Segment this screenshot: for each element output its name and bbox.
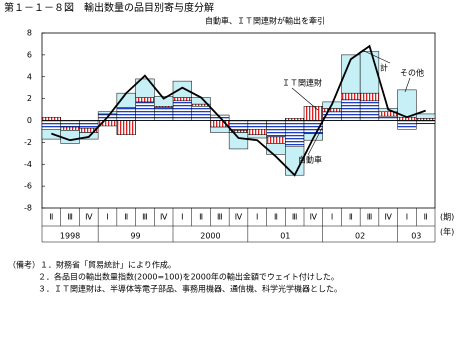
- bar: [60, 120, 80, 128]
- x-axis-label: (期): [440, 213, 454, 222]
- bar: [416, 120, 436, 125]
- bar: [172, 97, 192, 102]
- year-label: 03: [411, 232, 421, 241]
- bar: [322, 108, 342, 112]
- x-tick-label: Ⅲ: [142, 213, 148, 222]
- x-tick-label: Ⅰ: [256, 213, 258, 222]
- x-tick-label: Ⅳ: [235, 213, 243, 222]
- bar: [359, 51, 380, 94]
- year-label: 1998: [60, 232, 80, 241]
- bar: [266, 120, 286, 138]
- x-tick-label: Ⅲ: [367, 213, 373, 222]
- x-tick-label: Ⅲ: [292, 213, 298, 222]
- legend-leader: [307, 127, 323, 156]
- bar: [303, 106, 323, 121]
- year-label: 99: [130, 232, 140, 241]
- bar: [266, 136, 286, 144]
- note: ２．各品目の輸出数量指数(2000=100)を2000年の輸出金額でウェイト付け…: [38, 272, 339, 282]
- y-tick-label: 2: [27, 94, 32, 103]
- year-label: 02: [355, 232, 365, 241]
- bar: [154, 107, 174, 121]
- x-tick-label: Ⅱ: [274, 213, 278, 222]
- bar: [116, 107, 136, 121]
- bar: [210, 126, 230, 133]
- y-tick-label: 0: [27, 116, 32, 125]
- bar: [79, 120, 99, 129]
- x-tick-label: Ⅰ: [181, 213, 183, 222]
- y-tick-label: -8: [24, 204, 32, 213]
- chart-subtitle: 自動車、ＩＴ関連財が輸出を牽引: [205, 16, 325, 26]
- bar: [172, 80, 192, 98]
- x-tick-label: Ⅲ: [67, 213, 73, 222]
- x-tick-label: Ⅰ: [331, 213, 333, 222]
- bar: [378, 115, 398, 121]
- legend-label: 自動車: [298, 155, 322, 165]
- y-tick-label: -2: [24, 138, 32, 147]
- bar: [247, 129, 267, 135]
- bar: [341, 99, 361, 121]
- legend-label: ＩＴ関連財: [282, 78, 322, 88]
- x-tick-label: Ⅲ: [217, 213, 223, 222]
- note: （備考）１．財務省「貿易統計」により作成。: [8, 260, 176, 270]
- bar: [266, 143, 286, 155]
- bar: [191, 106, 211, 121]
- x-tick-label: Ⅳ: [160, 213, 168, 222]
- bar: [97, 111, 118, 115]
- x-tick-label: Ⅰ: [106, 213, 108, 222]
- bar: [172, 100, 192, 121]
- y-tick-label: -6: [24, 182, 32, 191]
- bar: [359, 100, 380, 121]
- x-tick-label: Ⅳ: [385, 213, 393, 222]
- x-axis-label: (年): [440, 227, 454, 237]
- x-tick-label: Ⅱ: [124, 213, 128, 222]
- bar: [397, 89, 417, 118]
- bar: [228, 120, 249, 131]
- x-tick-label: Ⅱ: [49, 213, 53, 222]
- x-tick-label: Ⅳ: [310, 213, 318, 222]
- bar: [41, 120, 61, 130]
- bar: [41, 116, 61, 121]
- x-tick-label: Ⅱ: [199, 213, 203, 222]
- bar: [247, 120, 267, 130]
- bar: [359, 92, 380, 102]
- y-tick-label: 6: [27, 50, 32, 59]
- year-label: 01: [280, 232, 290, 241]
- x-tick-label: Ⅱ: [349, 213, 353, 222]
- bar: [228, 132, 249, 150]
- legend-leader: [291, 87, 319, 111]
- year-label: 2000: [200, 232, 220, 241]
- bar: [397, 120, 417, 130]
- legend-label: その他: [400, 68, 424, 78]
- y-tick-label: 8: [27, 29, 32, 38]
- bar: [60, 126, 80, 131]
- y-tick-label: -4: [24, 160, 32, 169]
- bar: [135, 101, 155, 121]
- bar: [116, 120, 136, 135]
- x-tick-label: Ⅳ: [85, 213, 93, 222]
- legend-leader: [361, 49, 391, 64]
- bar: [341, 92, 361, 100]
- bar: [60, 130, 80, 144]
- bar: [416, 113, 436, 119]
- x-tick-label: Ⅰ: [406, 213, 408, 222]
- legend-leader: [404, 77, 411, 93]
- x-tick-label: Ⅱ: [424, 213, 428, 222]
- bar: [285, 120, 305, 147]
- legend-label: 計: [380, 63, 388, 73]
- bar: [154, 96, 174, 107]
- chart-title: 第１－１－８図 輸出数量の品目別寄与度分解: [4, 1, 214, 14]
- bar: [135, 97, 155, 103]
- bar: [247, 134, 267, 139]
- note: ３．ＩＴ関連財は、半導体等電子部品、事務用機器、通信機、科学光学機器とした。: [38, 284, 342, 294]
- y-tick-label: 4: [27, 72, 32, 81]
